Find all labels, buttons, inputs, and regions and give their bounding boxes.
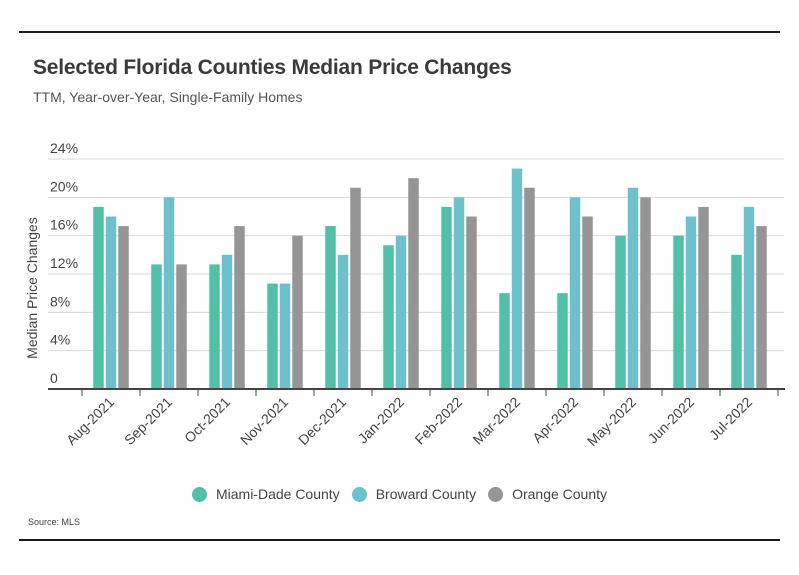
x-tick-label: Apr-2022 — [529, 394, 581, 446]
bar-orange-county-jan-2022 — [408, 178, 419, 389]
bar-miami-dade-county-jan-2022 — [383, 245, 394, 389]
x-tick-label: Aug-2021 — [63, 394, 117, 448]
bar-orange-county-aug-2021 — [118, 226, 129, 389]
bar-miami-dade-county-apr-2022 — [557, 293, 568, 389]
x-tick-label: Jan-2022 — [355, 394, 408, 447]
bar-orange-county-mar-2022 — [524, 187, 535, 389]
bar-broward-county-mar-2022 — [511, 168, 523, 389]
bar-orange-county-jun-2022 — [698, 206, 709, 389]
bar-broward-county-nov-2021 — [279, 283, 291, 389]
x-tick-label: Feb-2022 — [411, 394, 465, 448]
y-tick-label: 8% — [50, 293, 70, 309]
x-tick-label: Sep-2021 — [121, 394, 175, 448]
bar-orange-county-dec-2021 — [350, 187, 361, 389]
bar-broward-county-apr-2022 — [569, 197, 581, 389]
bar-orange-county-may-2022 — [640, 197, 651, 389]
bar-orange-county-apr-2022 — [582, 216, 593, 389]
x-tick-label: Jun-2022 — [645, 394, 698, 447]
y-tick-label: 20% — [50, 178, 78, 194]
legend-label: Orange County — [512, 486, 608, 502]
x-tick-label: Jul-2022 — [706, 394, 755, 443]
legend-label: Broward County — [375, 486, 477, 502]
legend-dot-icon — [488, 486, 504, 502]
y-tick-label: 16% — [50, 217, 78, 233]
bar-orange-county-feb-2022 — [466, 216, 477, 389]
bar-broward-county-aug-2021 — [105, 216, 117, 389]
bar-broward-county-oct-2021 — [221, 254, 233, 389]
bar-miami-dade-county-jul-2022 — [731, 254, 742, 389]
x-tick-label: Oct-2021 — [181, 394, 233, 446]
bar-miami-dade-county-dec-2021 — [325, 226, 336, 389]
bar-broward-county-jul-2022 — [743, 206, 755, 389]
x-tick-label: Dec-2021 — [295, 394, 349, 448]
legend: Miami-Dade County Broward County Orange Co… — [0, 486, 799, 502]
bar-miami-dade-county-aug-2021 — [93, 206, 104, 389]
bottom-rule — [19, 539, 780, 541]
bar-broward-county-jan-2022 — [395, 235, 407, 389]
bar-orange-county-nov-2021 — [292, 235, 303, 389]
chart-title: Selected Florida Counties Median Price C… — [33, 56, 512, 79]
legend-item: Broward County — [351, 486, 477, 502]
x-tick-label: Mar-2022 — [469, 394, 523, 448]
legend-item: Orange County — [488, 486, 607, 502]
bar-miami-dade-county-sep-2021 — [151, 264, 162, 389]
y-tick-label: 12% — [50, 255, 78, 271]
bar-broward-county-feb-2022 — [453, 197, 465, 389]
bar-broward-county-dec-2021 — [337, 254, 349, 389]
y-tick-label: 24% — [50, 140, 78, 156]
x-tick-label: Nov-2021 — [237, 394, 291, 448]
x-tick-label: May-2022 — [584, 394, 639, 449]
bar-orange-county-sep-2021 — [176, 264, 187, 389]
y-tick-label: 4% — [50, 332, 70, 348]
bar-broward-county-may-2022 — [627, 187, 639, 389]
y-axis-label: Median Price Changes — [24, 217, 40, 359]
legend-dot-icon — [351, 486, 367, 502]
y-tick-label: 0 — [50, 370, 58, 386]
legend-dot-icon — [191, 486, 207, 502]
bar-miami-dade-county-feb-2022 — [441, 206, 452, 389]
bar-miami-dade-county-oct-2021 — [209, 264, 220, 389]
legend-label: Miami-Dade County — [215, 486, 340, 502]
bar-miami-dade-county-may-2022 — [615, 235, 626, 389]
bar-miami-dade-county-jun-2022 — [673, 235, 684, 389]
bar-broward-county-sep-2021 — [163, 197, 175, 389]
top-rule — [19, 31, 780, 33]
legend-item: Miami-Dade County — [191, 486, 340, 502]
bar-broward-county-jun-2022 — [685, 216, 697, 389]
bar-orange-county-jul-2022 — [756, 226, 767, 389]
bar-miami-dade-county-mar-2022 — [499, 293, 510, 389]
source-note: Source: MLS — [28, 517, 81, 527]
bar-orange-county-oct-2021 — [234, 226, 245, 389]
chart-subtitle: TTM, Year-over-Year, Single-Family Homes — [33, 89, 303, 105]
bar-miami-dade-county-nov-2021 — [267, 283, 278, 389]
